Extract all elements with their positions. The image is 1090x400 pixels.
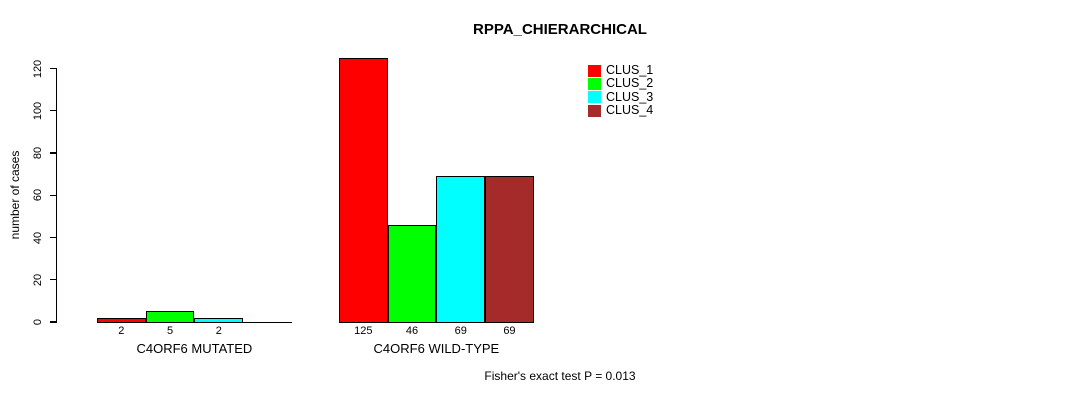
y-axis-tick	[50, 279, 57, 281]
bar-value-label: 2	[215, 325, 222, 337]
bar-value-label: 69	[503, 325, 516, 337]
bar-clus_3-mutated	[194, 317, 244, 323]
y-axis-label: number of cases	[8, 150, 22, 240]
y-axis-tick	[50, 321, 57, 323]
legend-label: CLUS_2	[606, 76, 654, 91]
bar-value-label: 69	[454, 325, 467, 337]
bar-clus_4-mutated-zero	[243, 321, 292, 323]
bar-clus_4-wild-type	[485, 176, 534, 323]
y-axis-tick-label: 80	[32, 146, 44, 160]
legend-swatch-clus_1	[588, 64, 601, 77]
y-axis-tick-label: 20	[32, 273, 44, 286]
bar-value-label: 2	[118, 325, 125, 337]
legend-item-clus_4: CLUS_4	[588, 104, 653, 117]
legend-item-clus_1: CLUS_1	[588, 64, 653, 77]
bar-clus_3-wild-type	[436, 176, 486, 323]
chart-title: RPPA_CHIERARCHICAL	[473, 21, 647, 38]
legend: CLUS_1 CLUS_2 CLUS_3 CLUS_4	[588, 64, 653, 117]
legend-label: CLUS_3	[606, 89, 654, 104]
y-axis-tick	[50, 194, 57, 196]
legend-swatch-clus_3	[588, 91, 601, 104]
fisher-test-annotation: Fisher's exact test P = 0.013	[484, 369, 636, 383]
bar-value-label: 46	[405, 325, 419, 337]
legend-swatch-clus_2	[588, 77, 601, 90]
y-axis-tick-label: 100	[32, 101, 44, 120]
bar-value-label: 125	[354, 325, 373, 337]
bar-value-label: 5	[166, 325, 174, 337]
y-axis-tick-label: 0	[32, 318, 44, 326]
y-axis-tick	[50, 236, 57, 239]
x-category-label: C4ORF6 WILD-TYPE	[373, 341, 500, 356]
y-axis-tick	[50, 152, 57, 154]
legend-label: CLUS_1	[606, 63, 654, 78]
legend-label: CLUS_4	[606, 103, 654, 118]
legend-item-clus_3: CLUS_3	[588, 89, 654, 104]
bar-clus_2-wild-type	[387, 224, 437, 323]
y-axis-tick-label: 40	[32, 231, 44, 244]
y-axis-line	[56, 68, 58, 324]
y-axis-tick-label: 60	[32, 189, 44, 202]
bar-clus_2-mutated	[145, 311, 195, 323]
x-category-label: C4ORF6 MUTATED	[136, 341, 253, 356]
legend-swatch-clus_4	[588, 104, 601, 117]
y-axis-tick-label: 120	[32, 59, 44, 78]
bar-clus_1-mutated	[97, 317, 146, 323]
y-axis-tick	[50, 67, 57, 70]
bar-clus_1-wild-type	[339, 57, 388, 323]
y-axis-tick	[50, 110, 57, 112]
legend-item-clus_2: CLUS_2	[588, 77, 653, 90]
